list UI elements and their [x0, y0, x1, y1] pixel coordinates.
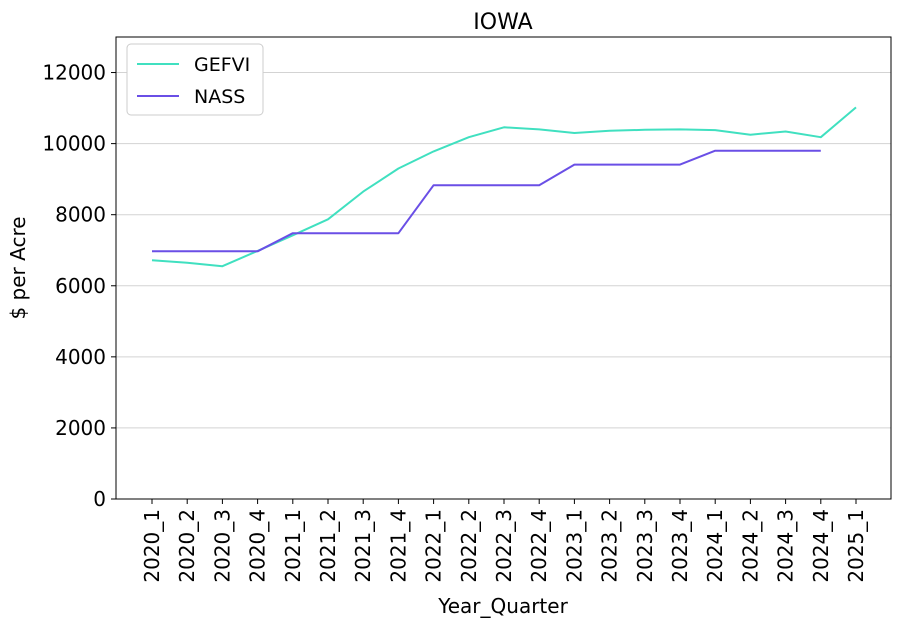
legend-label-nass: NASS — [194, 86, 245, 108]
x-tick-label: 2022_2 — [457, 509, 481, 583]
x-tick-label: 2024_1 — [703, 509, 727, 583]
x-tick-label: 2023_2 — [598, 509, 622, 583]
y-tick-label: 12000 — [42, 61, 106, 85]
chart-title: IOWA — [473, 10, 532, 35]
x-tick-label: 2023_1 — [562, 509, 586, 583]
x-axis: 2020_1 2020_2 2020_3 2020_4 2021_1 2021_2 2021… — [140, 499, 868, 583]
y-tick-label: 6000 — [55, 274, 106, 298]
x-tick-label: 2024_3 — [774, 509, 798, 583]
legend-box — [126, 43, 264, 116]
x-tick-label: 2022_4 — [527, 509, 551, 583]
y-tick-label: 0 — [93, 487, 106, 511]
x-tick-label: 2020_1 — [140, 509, 164, 583]
x-tick-label: 2025_1 — [844, 509, 868, 583]
legend: GEFVI NASS — [126, 43, 264, 116]
gridlines — [116, 72, 891, 429]
x-tick-label: 2022_3 — [492, 509, 516, 583]
x-tick-label: 2021_1 — [281, 509, 305, 583]
y-tick-label: 8000 — [55, 203, 106, 227]
y-tick-label: 10000 — [42, 132, 106, 156]
x-axis-label: Year_Quarter — [437, 594, 568, 618]
x-tick-label: 2021_4 — [386, 509, 410, 583]
x-tick-label: 2021_3 — [351, 509, 375, 583]
y-tick-label: 4000 — [55, 345, 106, 369]
x-tick-label: 2020_2 — [175, 509, 199, 583]
series-line-nass — [152, 149, 821, 253]
x-tick-label: 2021_2 — [316, 509, 340, 583]
series-line-gefvi — [151, 106, 857, 268]
y-tick-label: 2000 — [55, 416, 106, 440]
x-tick-label: 2020_3 — [210, 509, 234, 583]
x-tick-label: 2023_3 — [633, 509, 657, 583]
y-axis-label: $ per Acre — [6, 216, 30, 319]
x-tick-label: 2024_2 — [738, 509, 762, 583]
x-tick-label: 2023_4 — [668, 509, 692, 583]
x-tick-label: 2020_4 — [246, 509, 270, 583]
series-lines — [151, 106, 857, 268]
x-tick-label: 2022_1 — [422, 509, 446, 583]
x-tick-label: 2024_4 — [809, 509, 833, 583]
y-axis: 0 2000 4000 6000 8000 10000 12000 — [42, 61, 116, 511]
legend-label-gefvi: GEFVI — [194, 54, 250, 76]
